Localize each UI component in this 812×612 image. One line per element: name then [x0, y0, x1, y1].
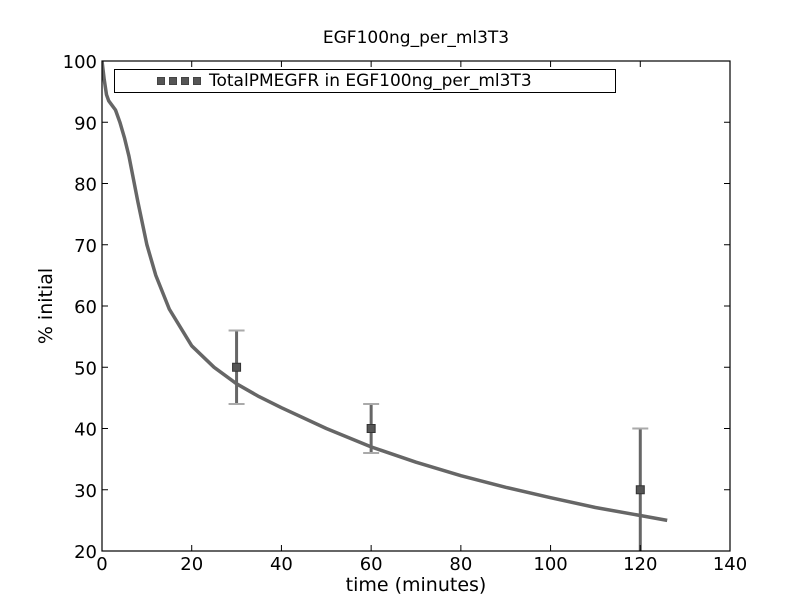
legend-square-marker-icon: [157, 77, 201, 85]
y-tick-label: 30: [74, 481, 97, 502]
axes-frame: [101, 60, 731, 552]
x-tick-label: 0: [96, 554, 107, 575]
chart-title: EGF100ng_per_ml3T3: [322, 28, 510, 48]
y-tick-label: 80: [74, 175, 97, 196]
legend: TotalPMEGFR in EGF100ng_per_ml3T3: [114, 69, 616, 93]
x-tick-label: 140: [713, 554, 747, 575]
data-point-marker: [635, 485, 645, 495]
y-tick-label: 50: [74, 358, 97, 379]
model-curve: [102, 61, 668, 523]
y-tick-label: 60: [74, 297, 97, 318]
y-tick-label: 20: [74, 542, 97, 563]
data-point-marker: [232, 362, 242, 372]
y-tick-label: 100: [63, 52, 97, 73]
y-tick-label: 40: [74, 420, 97, 441]
y-tick-label: 70: [74, 236, 97, 257]
x-tick-label: 120: [623, 554, 657, 575]
legend-label: TotalPMEGFR in EGF100ng_per_ml3T3: [209, 71, 532, 91]
x-tick-label: 20: [180, 554, 203, 575]
x-tick-label: 60: [360, 554, 383, 575]
y-axis-label: % initial: [35, 267, 57, 345]
x-tick-label: 40: [270, 554, 293, 575]
x-tick-label: 80: [449, 554, 472, 575]
y-tick-label: 90: [74, 113, 97, 134]
x-tick-label: 100: [533, 554, 567, 575]
x-axis-label: time (minutes): [345, 574, 487, 596]
data-point-marker: [366, 424, 376, 433]
